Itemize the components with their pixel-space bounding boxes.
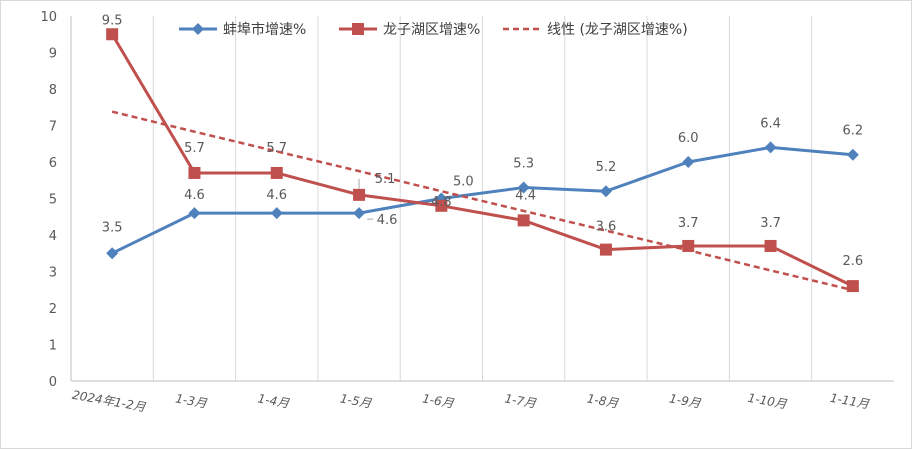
y-tick-label: 9 (49, 47, 57, 62)
data-point (270, 166, 283, 179)
x-tick-label: 2024年1-2月 (71, 388, 147, 415)
series-line (111, 110, 854, 292)
data-point (188, 207, 201, 220)
data-label: 5.0 (453, 175, 474, 190)
data-point (682, 156, 695, 168)
y-tick-label: 0 (49, 375, 57, 390)
data-label: 5.7 (266, 141, 287, 156)
data-labels: 3.5 4.6 4.6 4.6 5.0 5.3 5.2 6.0 6.4 6.2 9.5 5.7 5.7 5… (102, 13, 863, 269)
x-tick-label: 1-4月 (257, 391, 292, 410)
data-label: 3.6 (596, 220, 617, 235)
data-point (764, 141, 777, 154)
data-label: 5.2 (596, 160, 617, 175)
data-label: 2.6 (843, 254, 864, 269)
legend-marker (192, 23, 204, 35)
x-tick-label: 1-7月 (504, 391, 539, 410)
legend-marker (352, 23, 364, 35)
data-point (517, 214, 530, 227)
legend-label: 线性 (龙子湖区增速%) (547, 22, 688, 38)
y-tick-label: 8 (49, 83, 57, 98)
x-tick-label: 1-11月 (829, 391, 871, 412)
data-label: 6.0 (678, 131, 699, 146)
data-point (270, 207, 283, 220)
data-label: 4.6 (266, 188, 287, 203)
y-tick-label: 2 (49, 302, 57, 317)
data-point (682, 239, 695, 252)
data-point (846, 148, 859, 161)
data-point (435, 199, 448, 212)
x-tick-label: 1-10月 (747, 391, 789, 412)
data-label: 5.3 (513, 157, 534, 172)
data-point (764, 239, 777, 252)
data-label: 3.7 (678, 216, 699, 231)
data-point (106, 247, 119, 260)
series-line (110, 33, 854, 288)
y-tick-label: 4 (49, 229, 57, 244)
x-tick-label: 1-9月 (668, 391, 703, 410)
x-tick-label: 1-5月 (339, 391, 374, 410)
data-point (353, 188, 366, 201)
data-point (846, 280, 859, 293)
series-line (111, 145, 853, 255)
y-tick-label: 5 (49, 193, 57, 208)
data-point (188, 166, 201, 179)
data-label: 3.5 (102, 220, 123, 235)
data-label: 3.7 (760, 216, 781, 231)
y-tick-label: 1 (49, 339, 57, 354)
x-tick-label: 1-6月 (421, 391, 456, 410)
legend-label: 蚌埠市增速% (223, 21, 306, 38)
series-lines (106, 28, 859, 293)
y-tick-label: 7 (49, 120, 57, 135)
y-tick-label: 3 (49, 266, 57, 281)
legend: 蚌埠市增速% 龙子湖区增速% 线性 (龙子湖区增速%) (179, 21, 688, 38)
data-label: 4.6 (377, 213, 398, 228)
legend-label: 龙子湖区增速% (383, 22, 480, 38)
data-label: 5.1 (375, 172, 396, 187)
data-label: 5.7 (184, 141, 205, 156)
data-label: 4.8 (431, 195, 452, 210)
data-label: 6.2 (843, 124, 864, 139)
data-label: 9.5 (102, 13, 123, 28)
x-tick-label: 1-3月 (174, 391, 209, 410)
data-point (353, 207, 366, 220)
data-point (106, 28, 119, 41)
data-label: 4.4 (515, 188, 536, 203)
axes: 0 1 2 3 4 5 6 7 8 9 10 2024年1-2月 1-3月 1-4月 1-5月 1-6月 1-7… (40, 10, 894, 415)
y-tick-label: 6 (49, 156, 57, 171)
data-label: 6.4 (760, 116, 781, 131)
y-tick-label: 10 (40, 10, 57, 25)
data-label: 4.6 (184, 188, 205, 203)
data-point (599, 185, 612, 198)
data-point (517, 181, 530, 194)
x-tick-label: 1-8月 (586, 391, 621, 410)
data-point (599, 243, 612, 256)
gridlines (152, 16, 813, 381)
